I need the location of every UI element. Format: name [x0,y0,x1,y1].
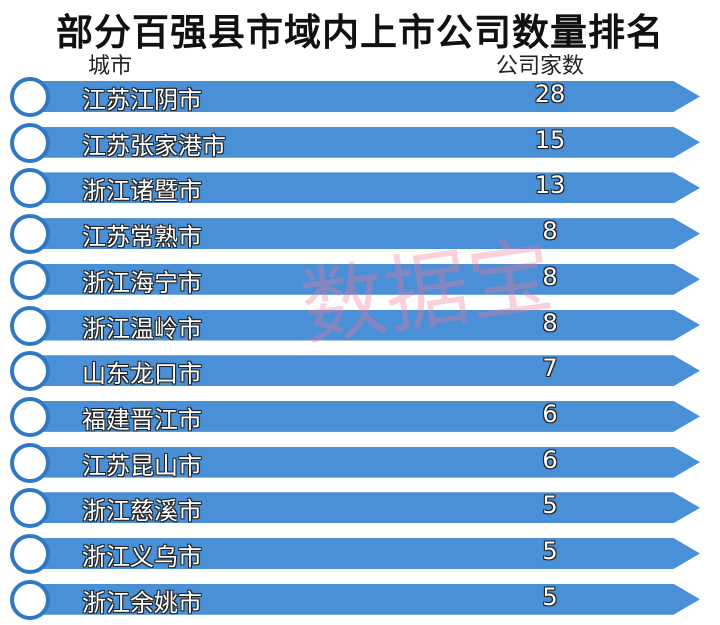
row-bar [36,492,700,524]
company-count: 13 [534,171,566,200]
column-header-city: 城市 [88,54,133,79]
circle-icon [10,305,50,346]
table-row: 浙江温岭市 8 [0,305,720,346]
company-count: 28 [534,80,566,108]
table-row: 江苏常熟市 8 [0,213,720,255]
circle-icon [10,396,50,437]
row-bar [36,172,700,204]
circle-icon [10,442,50,483]
table-row: 江苏江阴市 28 [0,76,720,117]
city-name: 浙江诸暨市 [82,177,202,206]
city-name: 浙江海宁市 [82,268,202,297]
row-bar [36,309,700,341]
company-count: 6 [542,399,558,428]
circle-icon [10,351,50,392]
table-row: 浙江义乌市 5 [0,533,720,574]
row-bar [36,81,700,112]
city-name: 江苏张家港市 [82,131,226,160]
row-bar [36,400,700,432]
row-bar [36,446,700,478]
circle-icon [10,534,50,574]
row-bar [36,355,700,387]
row-bar [36,263,700,295]
company-count: 6 [542,445,558,474]
table-row: 山东龙口市 7 [0,350,720,392]
city-name: 江苏常熟市 [82,223,202,252]
city-name: 浙江慈溪市 [82,497,202,526]
city-name: 浙江温岭市 [82,314,202,343]
company-count: 5 [542,491,558,520]
circle-icon [10,214,50,255]
company-count: 8 [542,217,558,246]
circle-icon [10,488,50,529]
row-bar [36,583,700,615]
circle-icon [10,579,50,620]
circle-icon [10,168,50,209]
company-count: 5 [542,582,558,611]
city-name: 浙江余姚市 [82,588,202,617]
table-row: 福建晋江市 6 [0,396,720,437]
company-count: 15 [534,125,566,154]
table-row: 浙江海宁市 8 [0,259,720,300]
row-bar [36,538,700,569]
circle-icon [10,122,50,163]
company-count: 7 [542,354,558,383]
company-count: 8 [542,262,558,291]
company-count: 8 [542,308,558,337]
table-row: 浙江诸暨市 13 [0,167,720,209]
table-row: 浙江余姚市 5 [0,579,720,620]
company-count: 5 [542,537,558,565]
city-name: 山东龙口市 [82,360,202,389]
table-row: 江苏张家港市 15 [0,122,720,163]
row-bar [36,126,700,158]
row-bar [36,218,700,250]
circle-icon [10,259,50,300]
table-row: 江苏昆山市 6 [0,442,720,483]
page-title: 部分百强县市域内上市公司数量排名 [56,11,664,54]
city-name: 江苏昆山市 [82,451,202,480]
city-name: 江苏江阴市 [82,86,202,114]
city-name: 浙江义乌市 [82,543,202,571]
column-header-count: 公司家数 [496,54,585,79]
table-row: 浙江慈溪市 5 [0,487,720,529]
circle-icon [10,77,50,117]
city-name: 福建晋江市 [82,405,202,434]
